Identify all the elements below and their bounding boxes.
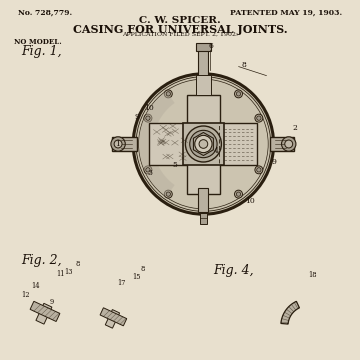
Circle shape (111, 137, 125, 151)
Text: 4: 4 (214, 147, 219, 155)
Circle shape (199, 140, 208, 148)
Text: 9: 9 (50, 298, 54, 306)
Text: 8: 8 (140, 265, 145, 273)
Circle shape (237, 92, 241, 96)
Circle shape (164, 190, 172, 198)
Text: 15: 15 (132, 273, 141, 281)
Bar (196, 75, 211, 94)
Text: Fig. 1,: Fig. 1, (22, 45, 62, 58)
Text: No. 728,779.: No. 728,779. (18, 9, 72, 17)
Text: 11: 11 (56, 270, 64, 279)
Circle shape (144, 166, 152, 174)
Text: 14: 14 (32, 282, 40, 290)
Polygon shape (105, 310, 120, 328)
Polygon shape (281, 301, 300, 324)
Circle shape (285, 140, 293, 148)
Bar (183, 123, 224, 165)
Circle shape (257, 116, 261, 120)
Bar (200, 213, 207, 224)
Circle shape (133, 74, 274, 214)
Circle shape (166, 192, 170, 196)
Circle shape (282, 137, 296, 151)
Bar (198, 50, 208, 77)
Text: CASING FOR UNIVERSAL JOINTS.: CASING FOR UNIVERSAL JOINTS. (73, 24, 287, 35)
Circle shape (257, 168, 261, 172)
Text: APPLICATION FILED SEPT. 2, 1902.: APPLICATION FILED SEPT. 2, 1902. (122, 32, 238, 37)
Circle shape (190, 130, 217, 158)
Circle shape (235, 90, 243, 98)
Circle shape (114, 140, 122, 148)
Text: Fig. 2,: Fig. 2, (22, 254, 62, 267)
Text: 10: 10 (144, 104, 154, 112)
Text: 17: 17 (117, 279, 125, 287)
Bar (187, 94, 220, 194)
Polygon shape (100, 308, 127, 326)
Text: 6: 6 (209, 42, 214, 50)
Polygon shape (36, 303, 52, 324)
Circle shape (144, 114, 152, 122)
Text: 8: 8 (241, 61, 246, 69)
Circle shape (255, 166, 263, 174)
Polygon shape (193, 132, 213, 156)
Text: Fig. 4,: Fig. 4, (213, 264, 254, 276)
Wedge shape (139, 91, 175, 197)
Text: 2: 2 (292, 124, 297, 132)
Text: 5: 5 (173, 161, 178, 170)
Bar (198, 188, 208, 212)
Bar (196, 43, 211, 51)
Text: 9: 9 (272, 158, 277, 166)
Bar (270, 137, 294, 151)
Circle shape (164, 90, 172, 98)
Text: 8: 8 (76, 260, 80, 268)
Text: 12: 12 (22, 291, 30, 299)
Circle shape (255, 114, 263, 122)
Circle shape (235, 190, 243, 198)
Text: 13: 13 (64, 267, 73, 276)
Circle shape (237, 192, 241, 196)
Polygon shape (30, 301, 60, 321)
Circle shape (185, 126, 221, 162)
Text: 1: 1 (115, 140, 120, 148)
Text: 18: 18 (308, 271, 316, 279)
Bar (112, 137, 137, 151)
Circle shape (166, 92, 170, 96)
Circle shape (195, 135, 212, 153)
Text: 3: 3 (148, 168, 153, 177)
Text: PATENTED MAY 19, 1903.: PATENTED MAY 19, 1903. (230, 9, 342, 17)
Text: 10: 10 (245, 197, 255, 205)
Text: NO MODEL.: NO MODEL. (14, 38, 62, 46)
Bar (149, 123, 257, 165)
Text: 9: 9 (135, 113, 140, 121)
Circle shape (146, 168, 150, 172)
Text: C. W. SPICER.: C. W. SPICER. (139, 16, 221, 25)
Circle shape (146, 116, 150, 120)
